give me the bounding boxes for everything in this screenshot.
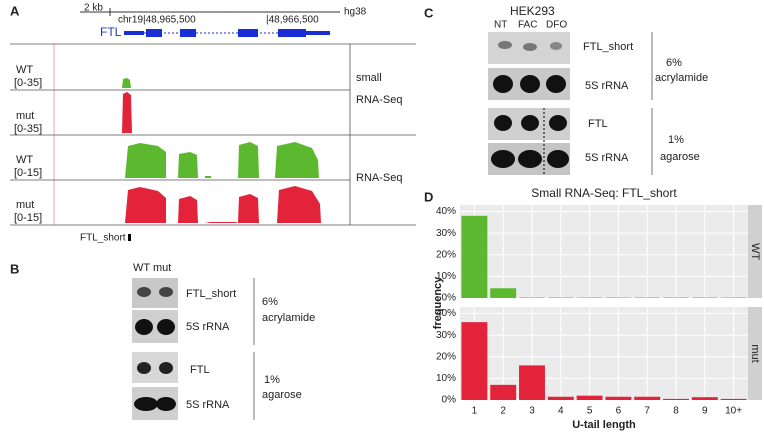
lane-label: NT [494,20,507,31]
panel-label: D [424,189,433,204]
blot [132,278,178,420]
panel-label: A [10,3,20,18]
gel-label: acrylamide [655,72,708,84]
band-label: 5S rRNA [585,80,629,92]
bar [576,395,603,400]
x-tick-label: 9 [702,406,708,417]
y-tick-label: 0% [442,293,457,304]
scale-label: 2 kb [84,3,103,14]
bar [663,398,689,400]
panel-label: C [424,5,434,20]
gel-label: 6% [262,296,278,308]
blot [488,32,570,175]
y-tick-label: 10% [436,373,456,384]
gel-label: acrylamide [262,312,315,324]
panel-label: B [10,261,19,276]
group-label: RNA-Seq [356,172,402,184]
gel-label: agarose [262,389,302,401]
bar [605,396,632,400]
facet-strip [748,307,762,400]
track-name: mut [16,199,34,211]
x-tick-label: 8 [673,406,679,417]
panel-background [460,205,748,298]
bar [519,365,545,400]
y-tick-label: 20% [436,351,456,362]
lane-labels: WT mut [133,262,171,274]
y-tick-label: 30% [436,228,456,239]
gene-label: FTL [100,25,122,39]
bar [720,398,747,400]
x-tick-label: 7 [644,406,650,417]
x-tick-label: 10+ [725,406,742,417]
track-name: mut [16,110,34,122]
bar [461,322,488,400]
band-label: FTL_short [186,288,236,300]
x-axis-label: U-tail length [572,419,636,431]
track-range: [0-15] [14,167,42,179]
gel-label: 1% [264,374,280,386]
track-name: WT [16,64,33,76]
bar [634,396,661,400]
group-label: small [356,72,382,84]
lane-label: FAC [518,20,537,31]
cell-line: HEK293 [510,4,555,18]
panel-background [460,307,748,400]
x-tick-label: 2 [500,406,506,417]
band-label: FTL_short [583,41,633,53]
band-label: FTL [588,118,608,130]
bar [461,215,488,298]
x-tick-label: 3 [529,406,535,417]
coord: chr19|48,965,500 [118,15,196,26]
x-tick-label: 5 [587,406,593,417]
y-tick-label: 0% [442,395,457,406]
facet-strip [748,205,762,298]
bar [547,396,574,400]
bar [490,288,517,298]
gel-label: 6% [666,57,682,69]
lane-label: DFO [546,20,567,31]
x-tick-label: 1 [472,406,478,417]
track-range: [0-15] [14,212,42,224]
gel-label: agarose [660,151,700,163]
y-tick-label: 10% [436,271,456,282]
track-separators [10,43,416,226]
x-tick-label: 4 [558,406,564,417]
coord: |48,966,500 [266,15,319,26]
gene-model [124,29,330,37]
y-tick-label: 30% [436,330,456,341]
x-tick-label: 6 [616,406,622,417]
facet-label: WT [749,243,761,260]
band-label: 5S rRNA [585,152,629,164]
feature-mark [128,234,131,241]
assembly: hg38 [344,7,367,18]
feature-label: FTL_short [80,233,126,244]
track-range: [0-35] [14,77,42,89]
band-label: 5S rRNA [186,321,230,333]
y-axis-label: frequency [432,276,444,329]
band-label: FTL [190,364,210,376]
bar [691,397,718,400]
coverage [122,78,321,223]
band-label: 5S rRNA [186,399,230,411]
track-range: [0-35] [14,123,42,135]
gel-label: 1% [668,134,684,146]
y-tick-label: 40% [436,206,456,217]
chart-title: Small RNA-Seq: FTL_short [531,186,677,200]
track-name: WT [16,154,33,166]
bar [490,384,517,400]
y-tick-label: 20% [436,249,456,260]
group-label: RNA-Seq [356,94,402,106]
facet-label: mut [749,344,761,362]
y-tick-label: 40% [436,308,456,319]
